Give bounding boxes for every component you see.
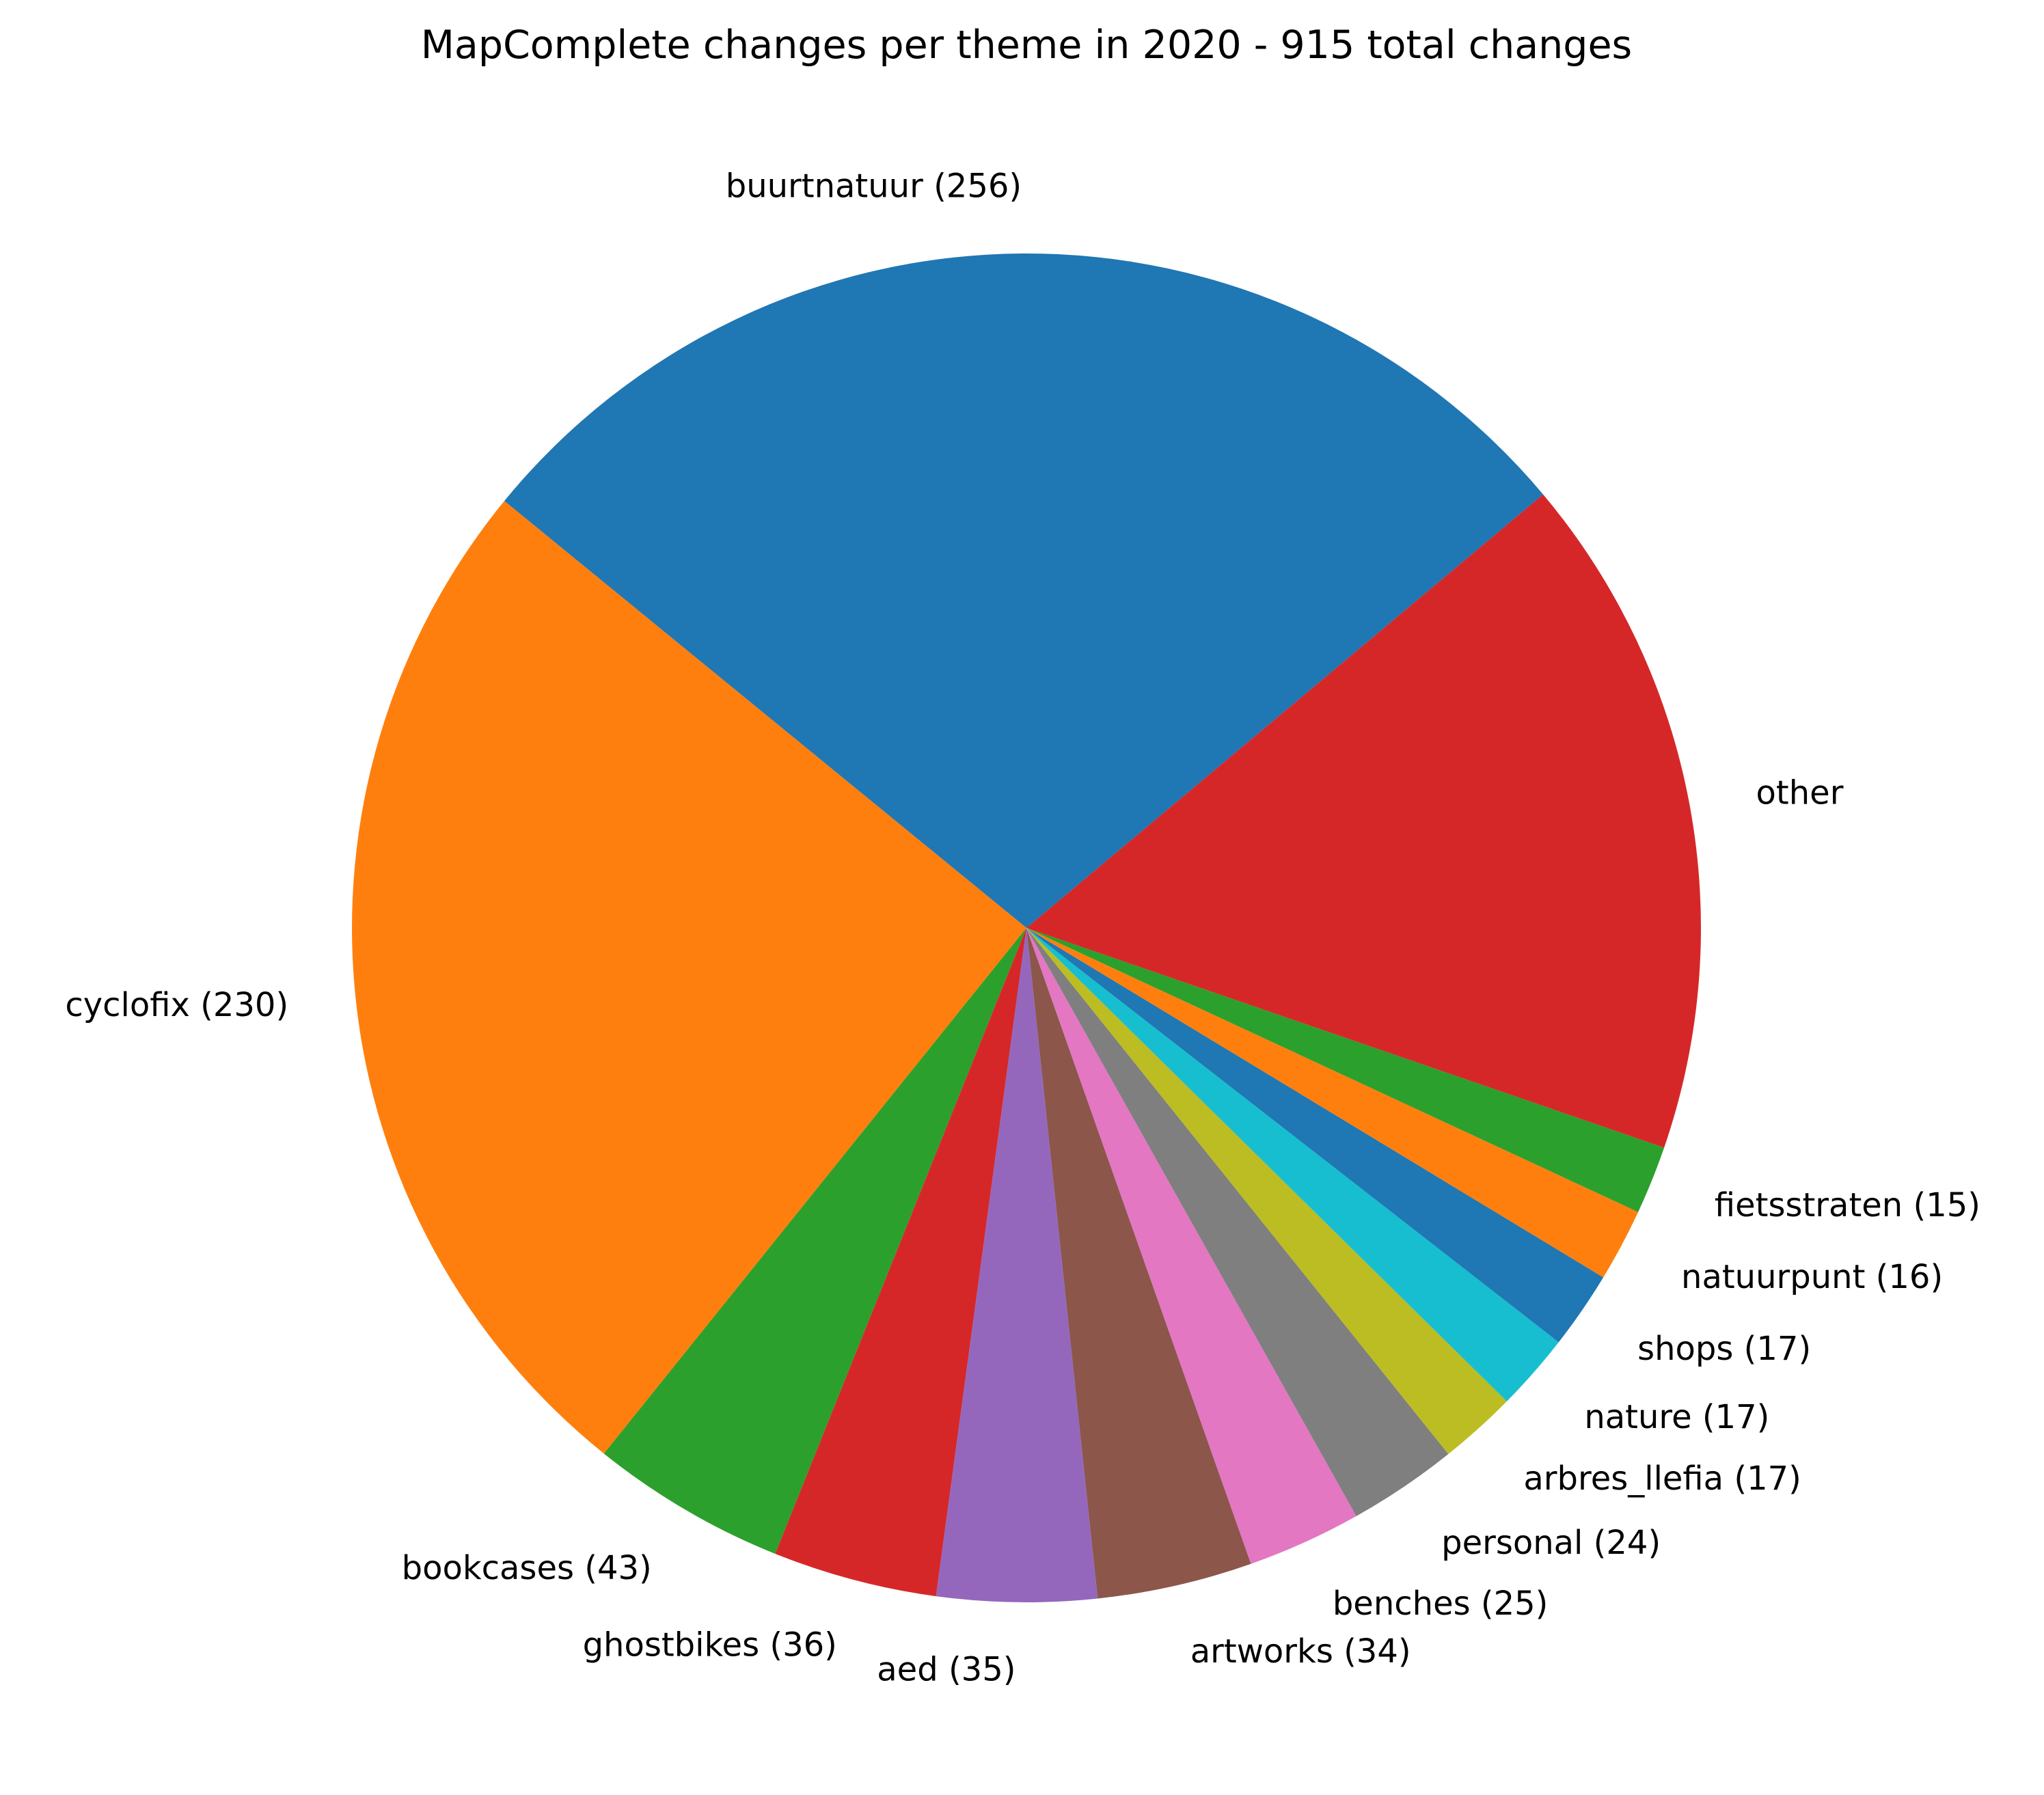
pie-slice-bookcases bbox=[603, 928, 1026, 1554]
slice-label-ghostbikes: ghostbikes (36) bbox=[583, 1626, 837, 1664]
pie-slice-buurtnatuur bbox=[504, 254, 1544, 929]
pie-slice-fietsstraten bbox=[1026, 928, 1665, 1212]
pie-slice-natuurpunt bbox=[1026, 928, 1639, 1278]
slice-label-artworks: artworks (34) bbox=[1190, 1632, 1411, 1671]
slice-label-cyclofix: cyclofix (230) bbox=[65, 986, 288, 1024]
slice-label-bookcases: bookcases (43) bbox=[402, 1549, 652, 1587]
slice-label-fietsstraten: fietsstraten (15) bbox=[1715, 1186, 1980, 1224]
slice-label-arbres-llefia: arbres_llefia (17) bbox=[1523, 1460, 1801, 1498]
pie-slice-shops bbox=[1026, 928, 1604, 1343]
chart-title: MapComplete changes per theme in 2020 - … bbox=[421, 23, 1633, 68]
slice-label-natuurpunt: natuurpunt (16) bbox=[1681, 1258, 1943, 1296]
pie-slice-aed bbox=[936, 928, 1098, 1602]
pie-slice-artworks bbox=[1026, 928, 1251, 1599]
slice-label-shops: shops (17) bbox=[1637, 1330, 1811, 1368]
slice-label-other: other bbox=[1756, 773, 1844, 812]
pie-slice-personal bbox=[1026, 928, 1449, 1516]
slice-labels: buurtnatuur (256) cyclofix (230) bookcases… bbox=[65, 167, 1980, 1688]
pie-slice-ghostbikes bbox=[775, 928, 1026, 1597]
pie-slice-cyclofix bbox=[352, 501, 1026, 1454]
pie-slice-benches bbox=[1026, 928, 1357, 1564]
slice-label-nature: nature (17) bbox=[1584, 1398, 1769, 1436]
slice-label-aed: aed (35) bbox=[877, 1651, 1016, 1689]
slice-label-personal: personal (24) bbox=[1441, 1524, 1661, 1562]
pie-slice-arbres-llefia bbox=[1026, 928, 1507, 1455]
pie-slice-other bbox=[1026, 494, 1701, 1148]
slice-label-buurtnatuur: buurtnatuur (256) bbox=[726, 167, 1022, 205]
pie-slices bbox=[352, 254, 1701, 1602]
slice-label-benches: benches (25) bbox=[1333, 1585, 1549, 1623]
pie-slice-nature bbox=[1026, 928, 1559, 1401]
